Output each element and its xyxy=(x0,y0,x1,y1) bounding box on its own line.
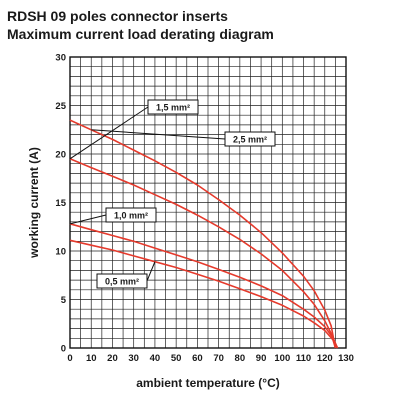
callout-box xyxy=(96,273,148,289)
x-tick-label: 130 xyxy=(338,353,354,364)
y-tick-label: 30 xyxy=(55,53,66,64)
series-line-0 xyxy=(69,158,337,349)
x-tick-label: 40 xyxy=(150,353,161,364)
series-line-3 xyxy=(69,239,339,349)
chart-title: RDSH 09 poles connector inserts xyxy=(7,8,228,24)
callout-leader xyxy=(69,106,149,160)
callout-leader xyxy=(69,214,107,225)
callout-box xyxy=(105,207,157,223)
x-tick-label: 60 xyxy=(192,353,203,364)
series-label: 1,5 mm² xyxy=(156,103,190,113)
callout-box xyxy=(147,99,199,115)
x-tick-label: 0 xyxy=(67,353,72,364)
y-tick-label: 5 xyxy=(61,295,67,306)
series-label: 1,0 mm² xyxy=(114,211,148,221)
series-label: 0,5 mm² xyxy=(105,277,139,287)
callout-box xyxy=(224,131,276,147)
y-axis-label: working current (A) xyxy=(27,147,41,259)
series-label: 2,5 mm² xyxy=(233,135,267,145)
series-line-1 xyxy=(69,119,337,349)
y-tick-label: 10 xyxy=(55,247,66,258)
callout-leader xyxy=(146,261,156,282)
x-tick-label: 10 xyxy=(86,353,97,364)
x-tick-label: 110 xyxy=(296,353,311,364)
series-line-2 xyxy=(69,223,339,349)
x-tick-label: 30 xyxy=(128,353,139,364)
x-axis-label: ambient temperature (°C) xyxy=(136,376,280,390)
y-tick-label: 15 xyxy=(55,198,66,209)
y-tick-label: 25 xyxy=(55,101,66,112)
plot-frame xyxy=(69,56,347,349)
chart-subtitle: Maximum current load derating diagram xyxy=(7,26,274,42)
x-tick-label: 50 xyxy=(171,353,182,364)
x-tick-label: 20 xyxy=(107,353,118,364)
x-tick-label: 70 xyxy=(213,353,224,364)
x-tick-label: 90 xyxy=(256,353,267,364)
y-tick-label: 0 xyxy=(61,344,66,355)
y-tick-label: 20 xyxy=(55,150,66,161)
x-tick-label: 120 xyxy=(317,353,333,364)
callout-leader xyxy=(91,129,226,140)
x-tick-label: 80 xyxy=(235,353,246,364)
x-tick-label: 100 xyxy=(274,353,290,364)
